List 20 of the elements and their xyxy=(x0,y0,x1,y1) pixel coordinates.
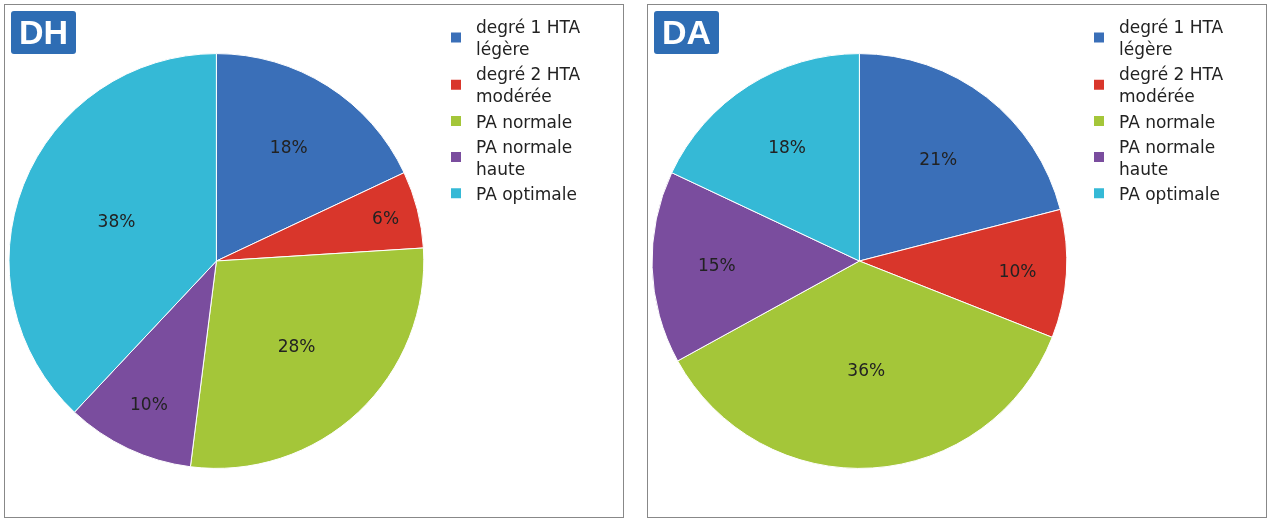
legend-label: PA normale xyxy=(476,111,573,132)
legend-label: PA optimale xyxy=(1119,183,1220,204)
data-label: 15% xyxy=(697,255,736,276)
legend-label: PA normale xyxy=(1119,111,1216,132)
data-label: 10% xyxy=(130,394,168,415)
legend-label: degré 2 HTA modérée xyxy=(476,64,581,107)
chart-title: DA xyxy=(654,11,720,54)
data-label: 38% xyxy=(97,211,136,232)
legend-label: PA normale haute xyxy=(476,136,573,179)
chart-title: DH xyxy=(11,11,77,54)
data-label: 6% xyxy=(372,207,400,228)
legend-label: PA normale haute xyxy=(1119,136,1216,179)
data-label: 10% xyxy=(998,260,1037,281)
data-label: 21% xyxy=(919,149,958,170)
legend-label: PA optimale xyxy=(476,183,577,204)
data-label: 18% xyxy=(768,136,806,157)
data-label: 36% xyxy=(847,359,886,380)
data-label: 28% xyxy=(277,336,316,357)
data-label: 18% xyxy=(269,136,308,157)
legend-label: degré 2 HTA modérée xyxy=(1119,64,1224,107)
